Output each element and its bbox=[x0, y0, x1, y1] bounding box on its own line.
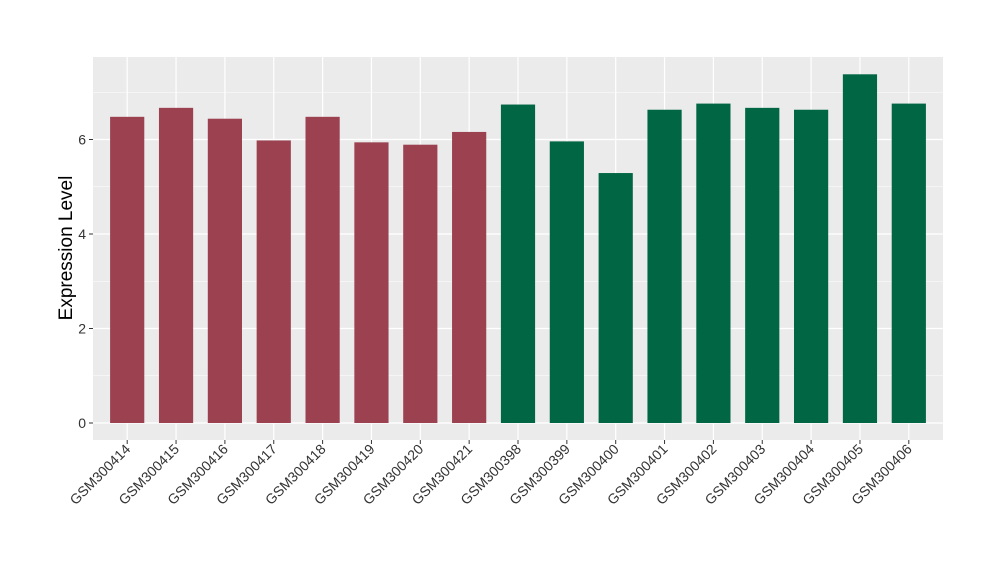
bar-GSM300421 bbox=[452, 131, 487, 423]
y-axis: 0 2 4 6 bbox=[78, 132, 93, 431]
bar-GSM300403 bbox=[745, 107, 780, 423]
bar-GSM300400 bbox=[598, 173, 633, 423]
bar-GSM300416 bbox=[207, 118, 242, 424]
bar-GSM300398 bbox=[500, 104, 536, 423]
y-tick-label: 2 bbox=[78, 321, 86, 337]
bar-GSM300417 bbox=[256, 140, 291, 423]
bar-GSM300401 bbox=[647, 109, 682, 424]
bar-GSM300420 bbox=[403, 144, 438, 423]
y-tick-label: 4 bbox=[78, 226, 86, 242]
bars bbox=[110, 74, 926, 424]
y-axis-title: Expression Level bbox=[56, 176, 77, 321]
bar-GSM300402 bbox=[696, 103, 731, 423]
y-tick-label: 0 bbox=[78, 415, 86, 431]
x-axis: GSM300414GSM300415GSM300416GSM300417GSM3… bbox=[66, 440, 915, 508]
y-tick-label: 6 bbox=[78, 132, 86, 148]
bar-GSM300406 bbox=[891, 103, 926, 423]
bar-GSM300418 bbox=[305, 116, 340, 423]
bar-GSM300415 bbox=[158, 107, 194, 423]
bar-GSM300404 bbox=[794, 109, 829, 424]
bar-GSM300399 bbox=[549, 141, 584, 423]
bar-GSM300414 bbox=[110, 116, 145, 423]
bar-GSM300405 bbox=[842, 74, 878, 424]
bar-GSM300419 bbox=[354, 142, 389, 423]
